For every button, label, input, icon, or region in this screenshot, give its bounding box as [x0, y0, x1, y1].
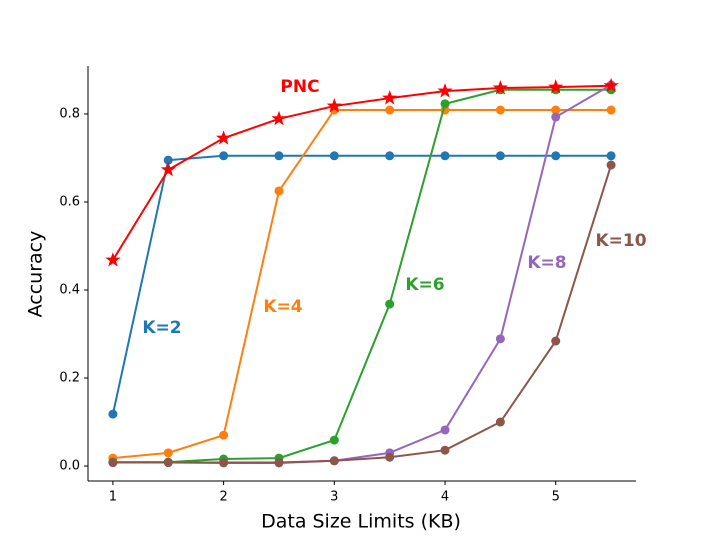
point-marker — [163, 458, 173, 468]
point-marker — [440, 99, 450, 109]
point-marker — [274, 458, 284, 468]
x-tick-label: 1 — [109, 490, 117, 505]
point-marker — [440, 445, 450, 455]
series-label: K=2 — [142, 318, 181, 338]
series-line — [112, 88, 612, 464]
y-axis-label: Accuracy — [25, 231, 47, 318]
star-marker — [382, 90, 398, 105]
point-marker — [329, 456, 339, 466]
point-marker — [495, 105, 505, 115]
x-tick-label: 2 — [219, 490, 227, 505]
star-marker — [326, 98, 342, 113]
star-marker — [271, 110, 287, 126]
point-marker — [606, 105, 616, 115]
point-marker — [606, 151, 616, 161]
y-tick-label: 0.0 — [59, 459, 80, 474]
series-line — [112, 164, 613, 464]
point-marker — [274, 151, 284, 161]
x-axis-label: Data Size Limits (KB) — [261, 511, 461, 533]
x-tick-label: 5 — [552, 490, 560, 505]
point-marker — [274, 186, 284, 196]
point-marker — [495, 334, 505, 344]
point-marker — [329, 435, 339, 445]
point-marker — [219, 430, 229, 440]
x-tick-label: 4 — [441, 490, 449, 505]
star-marker — [216, 130, 232, 145]
point-marker — [219, 458, 229, 468]
point-marker — [440, 151, 450, 161]
point-marker — [551, 105, 561, 115]
point-marker — [606, 160, 616, 170]
y-tick-label: 0.4 — [59, 283, 80, 298]
point-marker — [551, 112, 561, 122]
series-line — [112, 109, 612, 460]
point-marker — [495, 417, 505, 427]
point-marker — [385, 105, 395, 115]
y-tick-label: 0.8 — [59, 106, 80, 121]
point-marker — [108, 458, 118, 468]
series-label: K=6 — [405, 275, 444, 295]
star-marker — [160, 161, 176, 177]
point-marker — [385, 151, 395, 161]
x-tick-label: 3 — [330, 490, 338, 505]
star-marker — [437, 83, 453, 98]
point-marker — [329, 151, 339, 161]
star-marker — [492, 80, 508, 95]
point-marker — [495, 151, 505, 161]
point-marker — [219, 151, 229, 161]
point-marker — [385, 452, 395, 462]
star-marker — [548, 79, 564, 94]
point-marker — [108, 409, 118, 419]
point-marker — [163, 155, 173, 165]
series-label: K=4 — [263, 297, 302, 317]
series-label: K=10 — [595, 231, 646, 251]
y-tick-label: 0.2 — [59, 371, 80, 386]
point-marker — [385, 299, 395, 309]
series-label: PNC — [280, 77, 319, 97]
star-marker — [105, 252, 121, 267]
star-marker — [603, 77, 619, 93]
series-line — [112, 84, 612, 261]
y-tick-label: 0.6 — [59, 194, 80, 209]
point-marker — [440, 425, 450, 435]
series-line — [111, 154, 612, 415]
series-line — [112, 84, 612, 464]
series-label: K=8 — [527, 253, 566, 273]
point-marker — [551, 151, 561, 161]
point-marker — [163, 448, 173, 458]
point-marker — [551, 336, 561, 346]
